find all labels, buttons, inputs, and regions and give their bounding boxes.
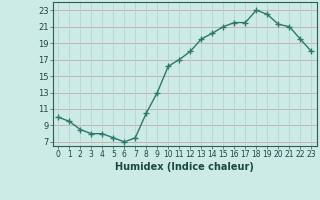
X-axis label: Humidex (Indice chaleur): Humidex (Indice chaleur) (116, 162, 254, 172)
